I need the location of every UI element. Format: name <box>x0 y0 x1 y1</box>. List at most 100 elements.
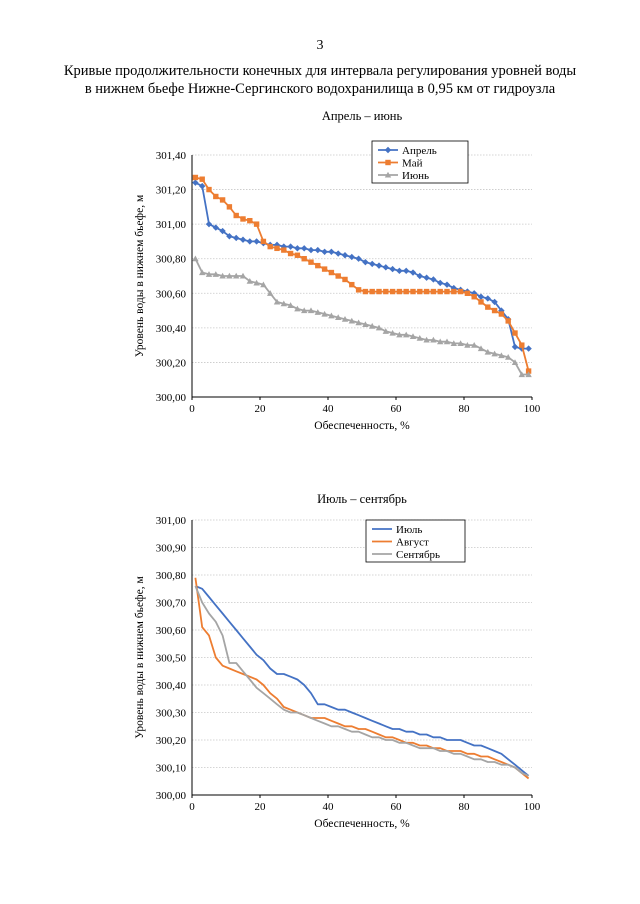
data-point <box>246 277 253 284</box>
data-point <box>212 224 219 231</box>
y-tick-label: 300,40 <box>156 680 187 692</box>
series-line <box>194 577 530 780</box>
data-point <box>355 319 362 326</box>
data-point <box>273 298 281 305</box>
data-point <box>321 310 328 317</box>
data-point <box>335 250 342 257</box>
data-point <box>478 299 484 305</box>
data-point <box>403 331 410 338</box>
data-point <box>512 330 518 336</box>
data-point <box>199 182 206 190</box>
y-tick-label: 300,60 <box>156 625 187 637</box>
y-tick-label: 300,80 <box>156 254 187 266</box>
y-tick-label: 301,00 <box>156 515 187 527</box>
data-point <box>267 290 274 296</box>
data-point <box>280 300 287 307</box>
data-point <box>213 193 219 200</box>
data-point <box>274 245 280 252</box>
data-point <box>477 345 485 352</box>
data-point <box>192 174 199 181</box>
data-point <box>491 307 498 314</box>
data-point <box>206 186 212 193</box>
data-point <box>437 288 443 295</box>
data-point <box>253 221 260 227</box>
legend-label: Сентябрь <box>396 549 440 561</box>
data-point <box>382 264 389 271</box>
data-point <box>484 348 491 355</box>
legend-label: Апрель <box>402 145 437 157</box>
y-tick-label: 300,60 <box>156 288 187 300</box>
y-tick-label: 300,40 <box>156 323 187 335</box>
data-point <box>376 288 382 295</box>
x-tick-label: 0 <box>189 801 195 813</box>
y-tick-label: 300,00 <box>156 790 187 802</box>
x-tick-label: 80 <box>459 403 471 415</box>
data-point <box>233 272 240 279</box>
data-point <box>403 288 409 295</box>
y-axis-label: Уровень воды в нижнем бьефе, м <box>134 194 146 357</box>
data-point <box>417 288 423 295</box>
data-point <box>287 250 294 257</box>
y-tick-label: 300,20 <box>156 735 187 747</box>
data-point <box>485 304 491 310</box>
data-point <box>457 288 464 295</box>
data-point <box>321 248 328 255</box>
data-point <box>281 247 287 253</box>
data-point <box>301 307 308 314</box>
data-point <box>348 317 355 324</box>
data-point <box>247 217 253 224</box>
data-point <box>383 288 389 295</box>
x-tick-label: 40 <box>323 403 335 415</box>
chart-title: Апрель – июнь <box>322 109 403 123</box>
x-tick-label: 100 <box>524 403 541 415</box>
data-point <box>369 322 376 329</box>
data-point <box>321 266 328 272</box>
page-title-line-1: Кривые продолжительности конечных для ин… <box>63 63 577 79</box>
data-point <box>355 255 362 262</box>
data-point <box>423 288 430 295</box>
data-point <box>226 233 233 240</box>
data-point <box>307 307 315 314</box>
data-point <box>444 288 450 295</box>
data-point <box>409 269 417 276</box>
data-point <box>375 324 383 331</box>
data-point <box>294 252 301 258</box>
y-tick-label: 301,20 <box>156 185 187 197</box>
y-tick-label: 300,10 <box>156 763 187 775</box>
data-point <box>335 273 341 279</box>
data-point <box>491 298 498 306</box>
x-tick-label: 100 <box>524 801 541 813</box>
data-point <box>246 238 253 245</box>
data-point <box>362 321 369 327</box>
data-point <box>396 331 403 338</box>
data-point <box>199 269 206 276</box>
data-point <box>287 302 294 308</box>
data-point <box>348 253 355 261</box>
data-point <box>349 281 355 288</box>
data-point <box>240 216 246 222</box>
x-axis-label: Обеспеченность, % <box>314 818 410 830</box>
series-2 <box>192 174 532 374</box>
page-title: Кривые продолжительности конечных для ин… <box>40 62 600 98</box>
data-point <box>341 316 349 322</box>
data-point <box>253 279 260 286</box>
data-point <box>389 288 396 295</box>
data-point <box>423 336 430 343</box>
legend-marker <box>384 146 392 154</box>
data-point <box>471 294 477 300</box>
data-point <box>477 293 485 300</box>
x-tick-label: 80 <box>459 801 471 813</box>
data-point <box>199 176 205 182</box>
x-tick-label: 60 <box>391 801 403 813</box>
legend-label: Июль <box>396 524 422 536</box>
data-point <box>362 288 369 295</box>
x-tick-label: 20 <box>255 403 267 415</box>
data-point <box>484 295 491 302</box>
data-point <box>451 288 457 295</box>
data-point <box>342 276 348 283</box>
series-1 <box>192 179 532 352</box>
data-point <box>328 248 335 255</box>
data-point <box>437 338 444 345</box>
data-point <box>314 309 321 315</box>
